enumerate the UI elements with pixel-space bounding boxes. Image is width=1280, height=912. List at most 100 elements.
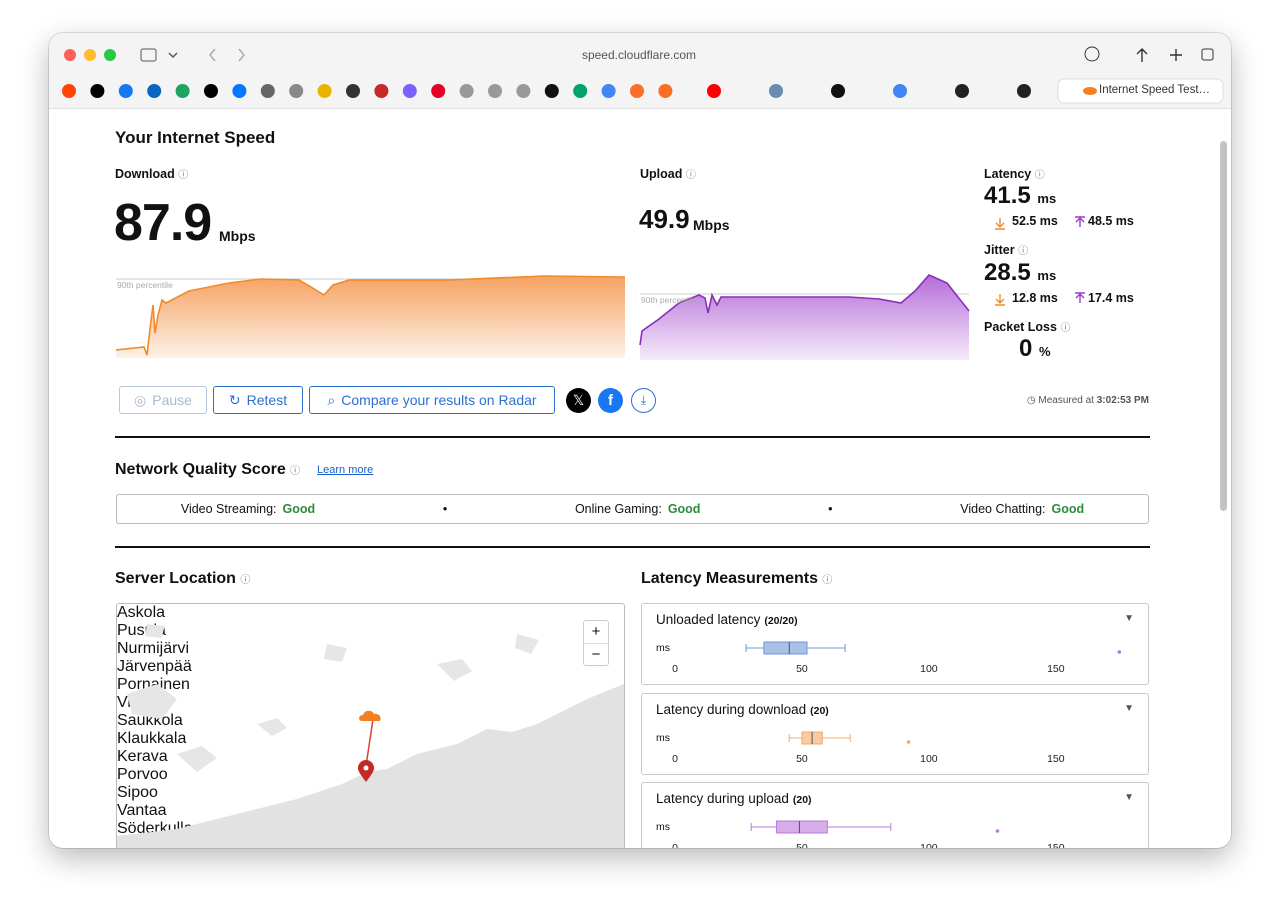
x-tick-label: 50 <box>796 842 808 848</box>
info-icon[interactable]: ⓘ <box>1018 246 1029 257</box>
favicon[interactable] <box>1017 84 1031 98</box>
favicon[interactable] <box>955 84 969 98</box>
favicon[interactable] <box>260 84 275 98</box>
tab-title[interactable]: Internet Speed Test… <box>1099 84 1211 96</box>
info-icon[interactable]: ⓘ <box>822 575 833 586</box>
favicon[interactable] <box>204 84 218 98</box>
compare-button[interactable]: ⌕ Compare your results on Radar <box>309 386 555 414</box>
favicon[interactable] <box>831 84 845 98</box>
favicon[interactable] <box>402 84 417 98</box>
download-value: 87.9 <box>114 194 212 252</box>
favicon[interactable] <box>374 84 389 98</box>
active-tab[interactable] <box>1057 78 1224 104</box>
zoom-in[interactable]: + <box>584 621 608 644</box>
favicon[interactable] <box>62 84 76 98</box>
info-icon[interactable]: ⓘ <box>1034 170 1045 181</box>
pause-button[interactable]: ◎ Pause <box>119 386 207 414</box>
latency-panel: Unloaded latency (20/20) ▼ ms 0 50 100 150 <box>641 603 1149 685</box>
favicon[interactable] <box>147 84 162 98</box>
upload-label: Upload ⓘ <box>640 166 696 181</box>
info-icon[interactable]: ⓘ <box>240 575 251 586</box>
retest-button[interactable]: ↻ Retest <box>213 386 303 414</box>
sidebar-button[interactable] <box>140 48 157 62</box>
place-label: Kerava <box>117 748 168 765</box>
favicon[interactable] <box>232 84 247 98</box>
sidebar-menu[interactable] <box>168 52 178 59</box>
downloads-button[interactable] <box>1084 46 1100 62</box>
axis-label: ms <box>656 821 670 833</box>
text: Packet Loss <box>984 320 1057 334</box>
info-icon[interactable]: ⓘ <box>290 466 301 477</box>
zoom-button[interactable] <box>104 49 116 61</box>
favicon[interactable] <box>516 84 531 98</box>
favicon[interactable] <box>893 84 907 98</box>
number: 41.5 <box>984 182 1031 209</box>
panel-title: Latency during upload (20) <box>656 791 812 806</box>
jitter-up: 17.4 ms <box>1088 291 1134 305</box>
favicon[interactable] <box>573 84 588 98</box>
x-tick-label: 150 <box>1047 842 1065 848</box>
download-results[interactable]: ⤓ <box>631 388 656 413</box>
expand-toggle[interactable]: ▼ <box>1124 792 1134 803</box>
outlier <box>995 829 1000 833</box>
share-facebook[interactable]: f <box>598 388 623 413</box>
favicon[interactable] <box>601 84 616 98</box>
page-title: Your Internet Speed <box>115 128 276 147</box>
favicon[interactable] <box>544 84 559 98</box>
packet-loss-value: 0 % <box>1019 335 1051 363</box>
box <box>763 641 808 655</box>
close-button[interactable] <box>64 49 76 61</box>
quality-box: Video Streaming: Good • Online Gaming: Good •… <box>116 494 1149 524</box>
upload-area <box>640 275 969 360</box>
x-tick-label: 150 <box>1047 753 1065 765</box>
favicon[interactable] <box>118 84 133 98</box>
learn-more-link[interactable]: Learn more <box>317 464 374 476</box>
map[interactable]: + − Askola Pusula Nurmijärvi Järvenpää Porna… <box>116 603 625 848</box>
quality-rating: Good <box>282 502 316 516</box>
unit: ms <box>1037 268 1057 283</box>
favicon[interactable] <box>317 84 332 98</box>
share-newtab[interactable] <box>1136 48 1182 62</box>
favicon[interactable] <box>630 84 644 98</box>
packet-loss-label: Packet Loss ⓘ <box>984 319 1070 334</box>
expand-toggle[interactable]: ▼ <box>1124 703 1134 714</box>
quality-item: Online Gaming: Good <box>575 502 701 516</box>
favicon[interactable] <box>175 84 190 98</box>
quality-label: Video Chatting: <box>960 502 1046 516</box>
favicon[interactable] <box>90 84 105 98</box>
time: 3:02:53 PM <box>1096 395 1149 406</box>
icon: ↻ <box>228 391 241 408</box>
text: Server Location <box>115 570 236 587</box>
favicon[interactable] <box>658 84 673 98</box>
tabs-button[interactable] <box>1201 48 1214 61</box>
box-plot: 0 50 100 150 <box>672 731 1065 765</box>
share-x[interactable]: 𝕏 <box>566 388 591 413</box>
browser-window: speed.cloudflare.com Internet Speed Test… <box>49 33 1231 848</box>
section-title: Server Location ⓘ <box>115 570 250 588</box>
favicon[interactable] <box>459 84 474 98</box>
favicon[interactable] <box>431 84 446 98</box>
quality-rating: Good <box>667 502 701 516</box>
favicon[interactable] <box>289 84 304 98</box>
expand-toggle[interactable]: ▼ <box>1124 613 1134 624</box>
minimize-button[interactable] <box>84 49 96 61</box>
text: Latency Measurements <box>641 570 818 587</box>
favicon[interactable] <box>769 84 783 98</box>
outlier <box>906 740 911 744</box>
number: 0 <box>1019 335 1033 362</box>
nav-arrows[interactable] <box>209 48 245 62</box>
info-icon[interactable]: ⓘ <box>178 170 189 181</box>
favicon[interactable] <box>707 84 721 98</box>
info-icon[interactable]: ⓘ <box>1060 323 1071 334</box>
url[interactable]: speed.cloudflare.com <box>581 48 697 62</box>
zoom-out[interactable]: − <box>591 646 601 663</box>
info-icon[interactable]: ⓘ <box>685 170 696 181</box>
scrollbar[interactable] <box>1220 141 1227 511</box>
place-label: Pornainen <box>117 676 190 693</box>
place-label: Järvenpää <box>117 658 192 675</box>
favicon[interactable] <box>488 84 502 98</box>
favicon[interactable] <box>346 84 360 98</box>
x-tick-label: 100 <box>920 663 938 675</box>
quality-label: Online Gaming: <box>574 502 662 516</box>
upload-unit: Mbps <box>693 217 730 233</box>
